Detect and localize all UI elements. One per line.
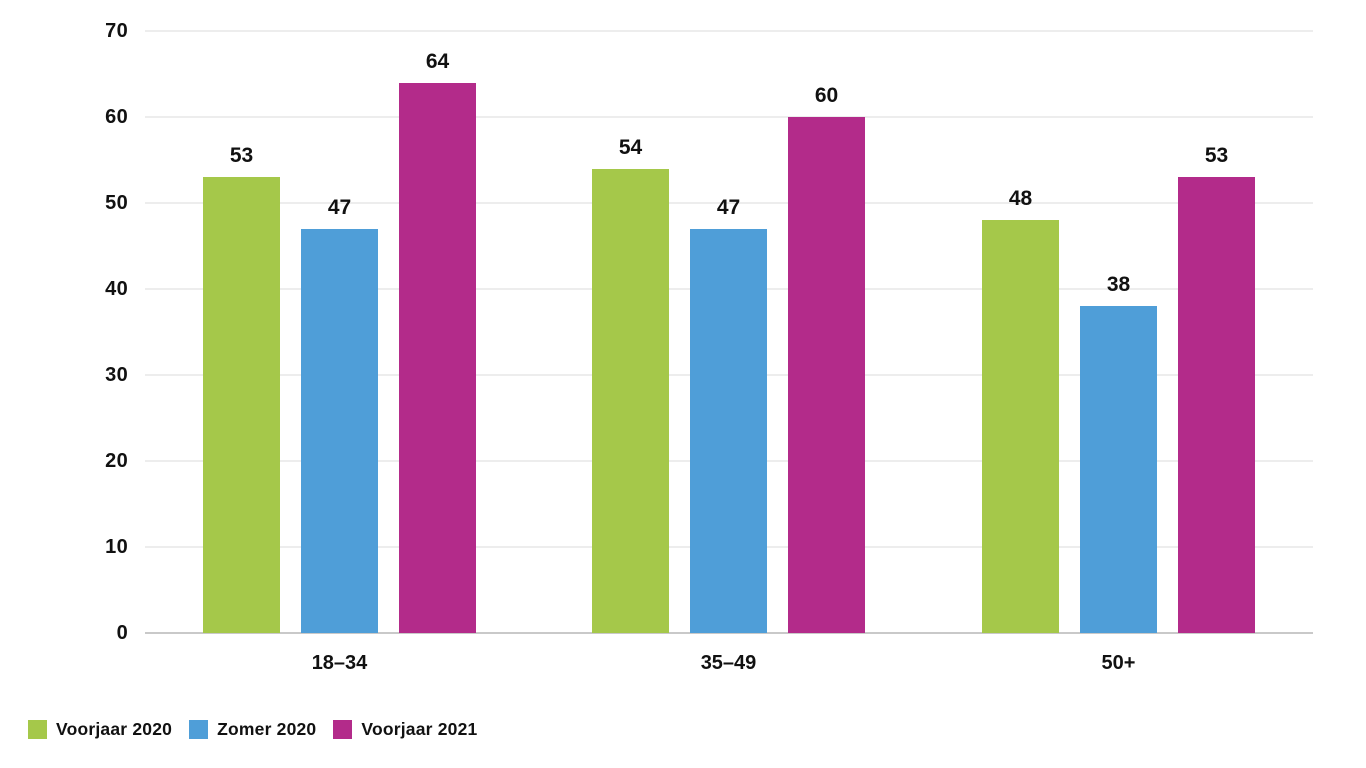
legend-label: Voorjaar 2020 <box>56 719 173 739</box>
bar-voorjaar-2020-35-49 <box>592 169 669 633</box>
bar-zomer-2020-18-34 <box>301 229 378 633</box>
bar-value-label: 54 <box>618 136 643 159</box>
bar-voorjaar-2021-18-34 <box>399 83 476 633</box>
bar-value-label: 38 <box>1106 273 1131 296</box>
gridline <box>145 116 1313 118</box>
y-axis-tick-label: 60 <box>105 106 128 128</box>
bar-value-label: 64 <box>425 50 450 73</box>
legend-item-zomer-2020: Zomer 2020 <box>189 719 316 740</box>
bar-value-label: 48 <box>1008 187 1033 210</box>
y-axis-tick-label: 70 <box>105 20 128 42</box>
bar-zomer-2020-35-49 <box>690 229 767 633</box>
gridline <box>145 30 1313 32</box>
y-axis-tick-label: 30 <box>105 364 128 386</box>
y-axis-tick-label: 40 <box>105 278 128 300</box>
bar-voorjaar-2020-50 <box>982 220 1059 633</box>
legend-swatch-icon <box>28 720 47 739</box>
legend-swatch-icon <box>189 720 209 739</box>
bar-voorjaar-2021-35-49 <box>788 117 865 633</box>
bar-value-label: 53 <box>1204 144 1229 167</box>
legend-item-voorjaar-2021: Voorjaar 2021 <box>333 719 477 740</box>
legend-swatch-icon <box>333 720 353 739</box>
x-axis-category-label: 18–34 <box>311 652 368 674</box>
x-axis-category-label: 35–49 <box>700 652 757 674</box>
bar-value-label: 47 <box>327 196 352 219</box>
bar-voorjaar-2021-50 <box>1178 177 1255 633</box>
bar-value-label: 60 <box>814 84 839 107</box>
legend-label: Voorjaar 2021 <box>361 719 478 739</box>
y-axis-tick-label: 50 <box>105 192 128 214</box>
y-axis-tick-label: 0 <box>116 622 128 644</box>
x-axis-line <box>145 632 1313 634</box>
x-axis-category-label: 50+ <box>1101 652 1136 674</box>
bar-zomer-2020-50 <box>1080 306 1157 633</box>
legend-item-voorjaar-2020: Voorjaar 2020 <box>28 719 172 740</box>
bar-value-label: 47 <box>716 196 741 219</box>
y-axis-tick-label: 10 <box>105 536 128 558</box>
bar-voorjaar-2020-18-34 <box>203 177 280 633</box>
bar-value-label: 53 <box>229 144 254 167</box>
legend-label: Zomer 2020 <box>217 719 317 739</box>
gridline <box>145 202 1313 204</box>
legend: Voorjaar 2020 Zomer 2020 Voorjaar 2021 <box>28 719 477 740</box>
y-axis-tick-label: 20 <box>105 450 128 472</box>
